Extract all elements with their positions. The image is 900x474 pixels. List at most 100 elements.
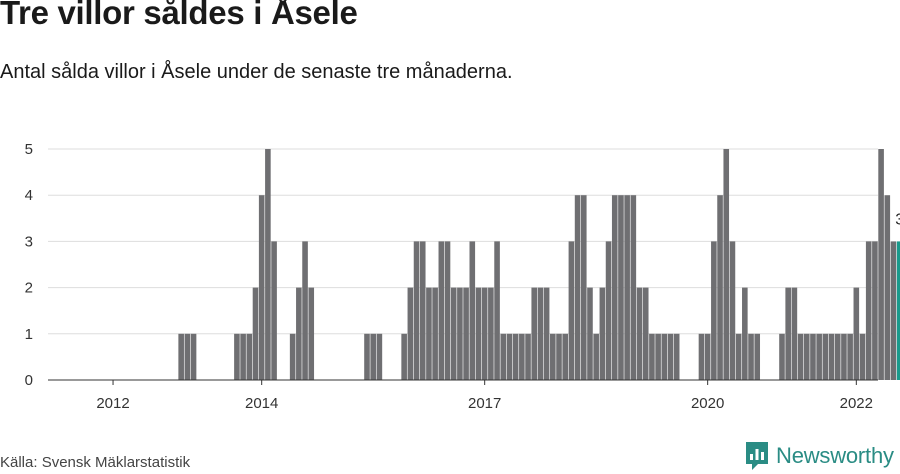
bar [834,333,841,380]
bar [711,241,717,380]
bar [698,333,705,380]
bar [463,287,469,380]
bar [568,241,575,380]
bar [519,333,525,380]
bar [810,333,816,380]
y-tick-label: 3 [25,233,33,250]
bar [308,287,315,380]
brand-name: Newsworthy [776,443,894,468]
bar [562,333,568,380]
bar [754,333,761,380]
bar [636,287,643,380]
bar [531,287,538,380]
bar [426,287,432,380]
y-axis-ticks: 0 1 2 3 4 5 [25,141,33,389]
bar [828,333,835,380]
bar [822,333,829,380]
x-tick-label: 2012 [96,395,129,412]
bar [618,195,624,380]
bar [432,287,438,380]
bar [512,333,519,380]
bar [599,287,606,380]
bar [642,287,649,380]
brand-logo[interactable]: Newsworthy [744,440,894,472]
x-axis-ticks: 2012 2014 2017 2020 2022 [96,380,873,412]
bar [611,195,618,380]
bar [797,333,804,380]
bar [859,333,866,380]
bar [469,241,476,380]
bar [803,333,810,380]
bar [853,287,860,380]
bar [847,333,853,380]
source-note: Källa: Svensk Mäklarstatistik [0,454,191,471]
bar [890,241,897,380]
bar [271,241,277,380]
x-tick-label: 2017 [468,395,501,412]
bars [178,149,900,380]
bar [246,333,253,380]
bar [587,287,593,380]
bar [184,333,191,380]
bar [296,287,302,380]
bar [543,287,550,380]
bar [481,287,488,380]
bar [302,241,308,380]
newsworthy-logo-icon [746,442,768,470]
bar [748,333,754,380]
bar [791,287,798,380]
bar-highlight [896,241,900,380]
bar [537,287,544,380]
bar [785,287,791,380]
bar [704,333,711,380]
bar [438,241,445,380]
bar [376,333,383,380]
bar [742,287,748,380]
bar [580,195,587,380]
y-tick-label: 2 [25,280,33,297]
bar [779,333,785,380]
bar [661,333,668,380]
bar [444,241,451,380]
bar [289,333,296,380]
bar [841,333,847,380]
bar [574,195,581,380]
bar [265,149,271,380]
bar [624,195,630,380]
bar [494,241,500,380]
bar [593,333,599,380]
bar [723,149,730,380]
bar [488,287,494,380]
bar [450,287,457,380]
bar [525,333,531,380]
last-value-annotation: 3 [895,211,900,228]
bar [252,287,259,380]
bar [717,195,723,380]
x-tick-label: 2014 [245,395,278,412]
bar [556,333,562,380]
bar [673,333,680,380]
bar [401,333,407,380]
bar [655,333,661,380]
bar [735,333,742,380]
bar [506,333,513,380]
page-subtitle: Antal sålda villor i Åsele under de sena… [0,61,513,83]
bar [667,333,674,380]
bar [407,287,414,380]
bar [649,333,655,380]
bar [419,241,426,380]
y-tick-label: 4 [25,187,33,204]
bar [816,333,822,380]
bar [475,287,482,380]
page-title: Tre villor såldes i Åsele [0,0,358,31]
bar [865,241,872,380]
bar [884,195,891,380]
bar [178,333,184,380]
bar [500,333,507,380]
bar [729,241,736,380]
bar [457,287,463,380]
y-tick-label: 5 [25,141,33,158]
bar-chart: 0 1 2 3 4 5 2012 2014 2017 2020 2022 3 [25,141,900,412]
bar [364,333,370,380]
x-tick-label: 2020 [691,395,724,412]
